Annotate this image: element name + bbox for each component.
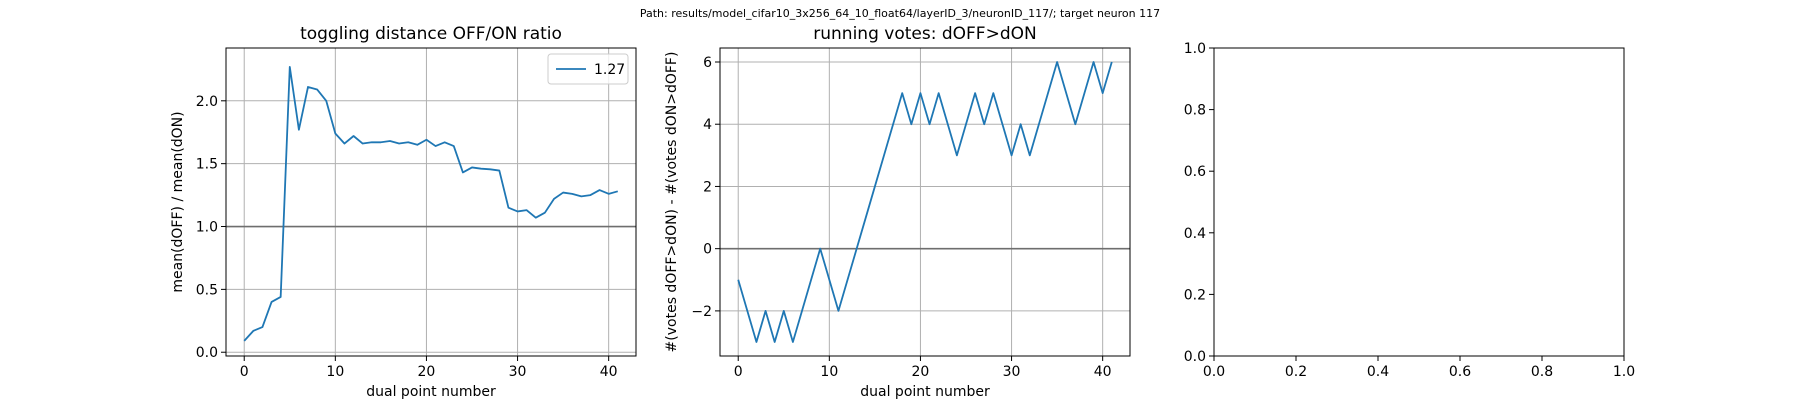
- x-tick-label: 30: [1003, 364, 1021, 380]
- y-tick-label: 0.6: [1184, 164, 1206, 180]
- legend-label: 1.27: [594, 62, 625, 78]
- axes-frame: [225, 47, 637, 357]
- x-tick-label: 0: [240, 364, 249, 380]
- chart-toggling-ratio: 0 10 20 30 40 0.0 0.5 1.0 1.5 2.0 toggling distanc…: [170, 24, 637, 400]
- y-tick-label: 0.8: [1184, 103, 1206, 119]
- y-tick-label: 2: [703, 179, 712, 195]
- y-tick-label: 2.0: [196, 94, 218, 110]
- series-line: [243, 65, 619, 342]
- y-tick-label: 6: [703, 55, 712, 71]
- x-tick-label: 0.6: [1449, 364, 1471, 380]
- y-tick-label: 0.0: [1184, 349, 1206, 365]
- chart-title: running votes: dOFF>dON: [813, 24, 1036, 44]
- x-tick-label: 10: [326, 364, 344, 380]
- x-tick-label: 1.0: [1613, 364, 1635, 380]
- y-tick-label: 0: [703, 242, 712, 258]
- series-line: [737, 61, 1113, 343]
- y-axis-label: #(votes dOFF>dON) - #(votes dON>dOFF): [664, 52, 680, 353]
- y-tick-label: 4: [703, 117, 712, 133]
- y-axis-label: mean(dOFF) / mean(dON): [170, 111, 186, 292]
- axes-frame: [719, 47, 1131, 357]
- x-tick-label: 20: [418, 364, 436, 380]
- x-tick-label: 20: [912, 364, 930, 380]
- figure-suptitle: Path: results/model_cifar10_3x256_64_10_…: [640, 7, 1160, 20]
- y-tick-label: 1.5: [196, 157, 218, 173]
- x-tick-label: 0.0: [1203, 364, 1225, 380]
- y-tick-label: 1.0: [196, 220, 218, 236]
- x-tick-label: 0.4: [1367, 364, 1389, 380]
- y-tick-label: 1.0: [1184, 41, 1206, 57]
- chart-running-votes: 0 10 20 30 40 −2 0 2 4 6 running votes: dOFF>dON du…: [664, 24, 1131, 400]
- x-tick-label: 10: [820, 364, 838, 380]
- x-tick-label: 40: [1094, 364, 1112, 380]
- legend-box: [547, 53, 629, 85]
- x-tick-label: 0.2: [1285, 364, 1307, 380]
- chart-empty-axes: 0.0 0.2 0.4 0.6 0.8 1.0 0.0 0.2 0.4 0.6 0.8 1.0: [1184, 41, 1635, 380]
- x-tick-label: 0: [734, 364, 743, 380]
- x-axis-label: dual point number: [860, 384, 990, 400]
- x-axis-label: dual point number: [366, 384, 496, 400]
- y-tick-label: 0.4: [1184, 226, 1206, 242]
- y-tick-label: 0.2: [1184, 287, 1206, 303]
- y-tick-label: −2: [691, 304, 712, 320]
- axes-frame: [1213, 47, 1625, 357]
- chart-title: toggling distance OFF/ON ratio: [300, 24, 562, 44]
- y-tick-label: 0.5: [196, 282, 218, 298]
- x-tick-label: 0.8: [1531, 364, 1553, 380]
- x-tick-label: 40: [600, 364, 618, 380]
- y-tick-label: 0.0: [196, 345, 218, 361]
- x-tick-label: 30: [509, 364, 527, 380]
